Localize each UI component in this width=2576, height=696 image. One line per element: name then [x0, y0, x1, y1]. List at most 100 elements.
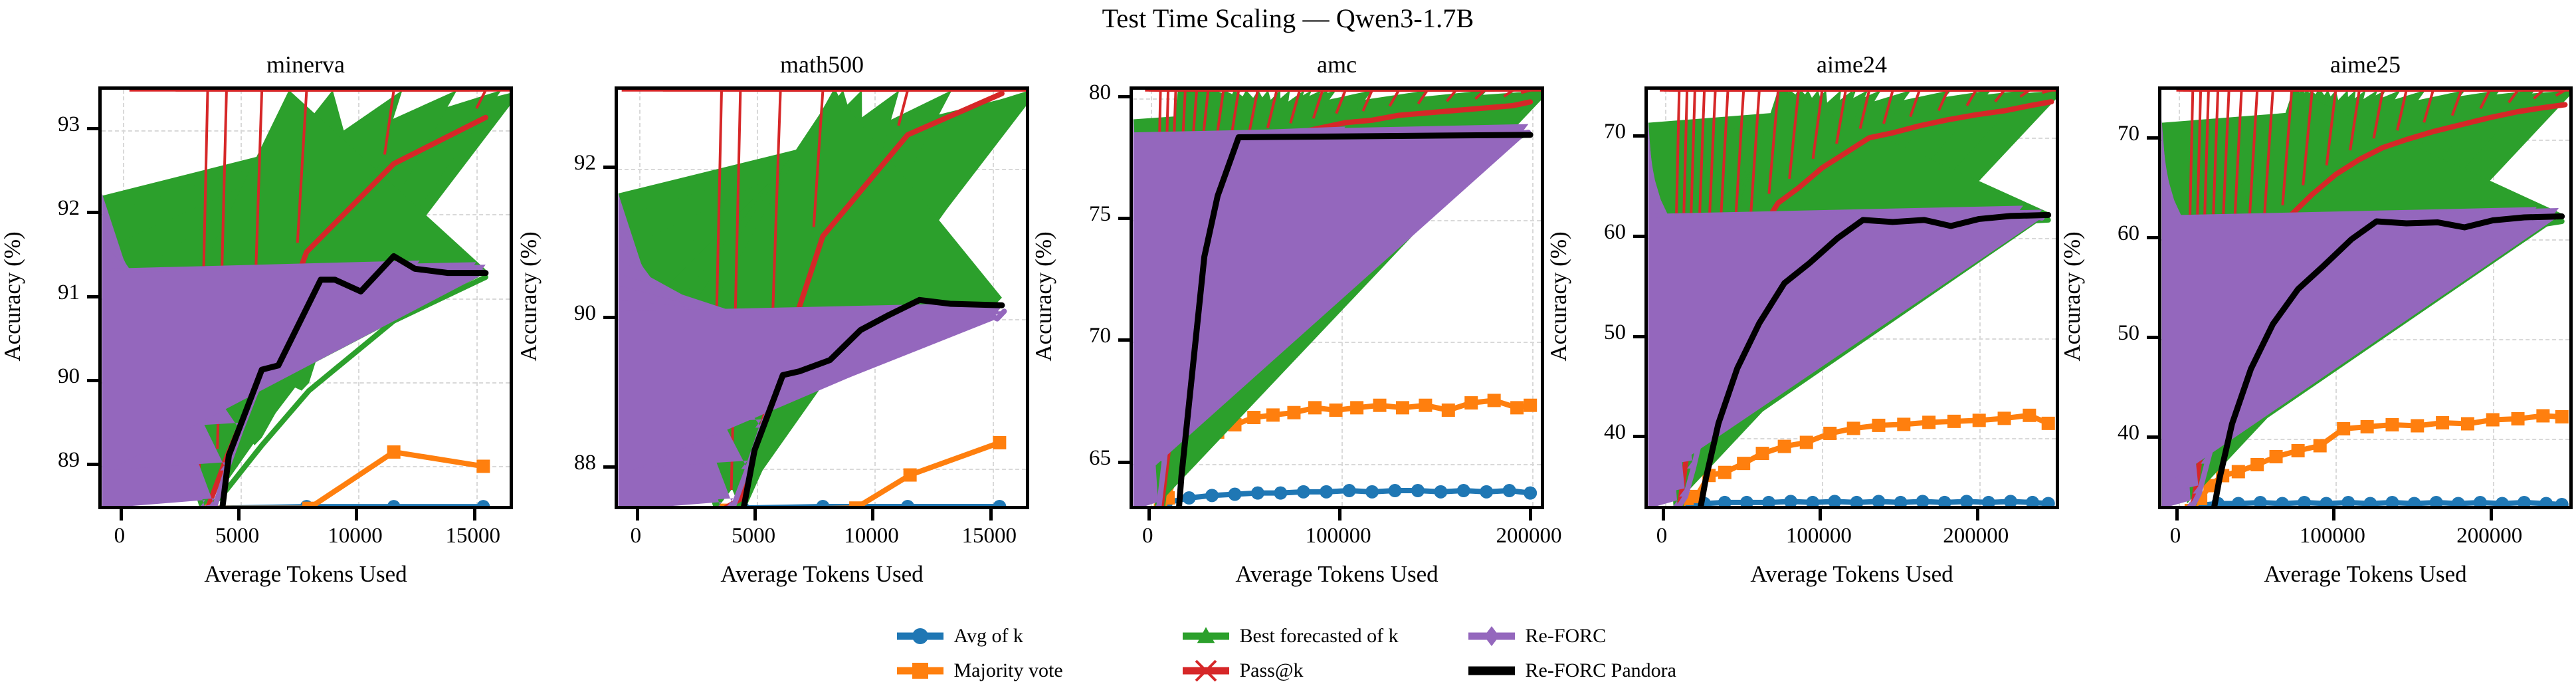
- x-tick-label: 10000: [844, 524, 899, 548]
- y-tick-label: 70: [1089, 324, 1111, 348]
- series-re-forc: [2161, 119, 2561, 506]
- series-majority-vote: [715, 435, 1007, 506]
- legend-item[interactable]: Re-FORC Pandora: [1467, 657, 1681, 685]
- y-axis-label: Accuracy (%): [0, 231, 25, 362]
- x-axis-label: Average Tokens Used: [1235, 561, 1438, 587]
- y-tick-label: 40: [1604, 420, 1626, 445]
- series-re-forc: [1133, 115, 1532, 506]
- y-tick-label: 70: [2118, 122, 2139, 146]
- x-tick-label: 0: [1142, 524, 1153, 548]
- x-tick-mark: [119, 509, 123, 521]
- series-re-forc-pandora: [1698, 211, 2052, 506]
- x-tick-label: 100000: [1785, 524, 1852, 548]
- series-avg-of-k: [2191, 496, 2569, 506]
- legend-item[interactable]: Re-FORC: [1467, 622, 1681, 650]
- x-tick-mark: [1819, 509, 1823, 521]
- y-tick-mark: [603, 465, 615, 469]
- x-tick-label: 200000: [1943, 524, 2009, 548]
- y-tick-label: 50: [2118, 321, 2139, 345]
- x-tick-label: 5000: [215, 524, 260, 548]
- subplot-title: amc: [1317, 51, 1357, 78]
- y-tick-mark: [87, 379, 98, 383]
- y-tick-label: 93: [58, 112, 80, 136]
- y-tick-label: 75: [1089, 202, 1111, 227]
- x-tick-label: 0: [2169, 524, 2181, 548]
- y-axis-label: Accuracy (%): [1031, 231, 1056, 362]
- x-tick-mark: [355, 509, 359, 521]
- y-tick-mark: [87, 211, 98, 215]
- y-tick-label: 92: [58, 196, 80, 221]
- y-axis-label: Accuracy (%): [516, 231, 542, 362]
- x-tick-mark: [1662, 509, 1665, 521]
- y-tick-mark: [2147, 236, 2158, 239]
- gridline-vertical: [1979, 90, 1981, 506]
- gridline-vertical: [2492, 90, 2494, 506]
- y-tick-label: 90: [58, 364, 80, 389]
- y-axis-label: Accuracy (%): [2059, 231, 2085, 362]
- x-tick-label: 0: [1656, 524, 1668, 548]
- y-tick-mark: [603, 315, 615, 319]
- square-marker-icon: [896, 657, 945, 685]
- series-re-forc: [618, 193, 1007, 506]
- legend-label: Best forecasted of k: [1239, 625, 1399, 647]
- figure-suptitle: Test Time Scaling — Qwen3-1.7B: [1102, 3, 1474, 33]
- y-tick-label: 70: [1604, 120, 1626, 144]
- x-tick-mark: [2175, 509, 2179, 521]
- y-tick-mark: [1633, 134, 1644, 138]
- x-tick-label: 15000: [445, 524, 500, 548]
- x-tick-label: 0: [114, 524, 126, 548]
- legend-label: Majority vote: [953, 659, 1063, 681]
- y-tick-mark: [1633, 435, 1644, 439]
- y-tick-mark: [87, 126, 98, 130]
- plot-area: [98, 86, 513, 509]
- y-tick-mark: [1118, 94, 1130, 98]
- gridline-horizontal: [618, 469, 1026, 471]
- y-tick-mark: [1118, 460, 1130, 464]
- subplot-title: math500: [780, 51, 864, 78]
- gridline-horizontal: [102, 466, 510, 468]
- x-tick-mark: [753, 509, 757, 521]
- series-re-forc: [1648, 119, 2045, 506]
- legend-item[interactable]: Best forecasted of k: [1181, 622, 1399, 650]
- series-avg-of-k: [1677, 495, 2055, 506]
- series-re-forc-pandora: [1176, 132, 1534, 506]
- legend-label: Re-FORC: [1525, 625, 1607, 647]
- plot-area: [615, 86, 1029, 509]
- y-tick-label: 80: [1089, 80, 1111, 104]
- y-axis-label: Accuracy (%): [1545, 231, 1571, 362]
- y-tick-label: 50: [1604, 320, 1626, 344]
- x-axis-label: Average Tokens Used: [720, 561, 924, 587]
- legend-item[interactable]: Pass@k: [1181, 657, 1395, 685]
- x-tick-label: 100000: [2299, 524, 2365, 548]
- x-tick-mark: [2489, 509, 2493, 521]
- x-tick-mark: [237, 509, 241, 521]
- x-tick-mark: [1338, 509, 1342, 521]
- y-tick-mark: [603, 165, 615, 169]
- x-tick-label: 10000: [328, 524, 383, 548]
- x-tick-mark: [1975, 509, 1979, 521]
- series-layer: [102, 90, 510, 506]
- legend-item[interactable]: Avg of k: [896, 622, 1110, 650]
- legend-item[interactable]: Majority vote: [896, 657, 1110, 685]
- legend-label: Avg of k: [953, 625, 1023, 647]
- y-tick-mark: [1633, 334, 1644, 338]
- series-re-forc-pandora: [2211, 213, 2565, 506]
- x-tick-mark: [1147, 509, 1151, 521]
- gridline-horizontal: [1648, 438, 2056, 440]
- y-tick-label: 60: [1604, 220, 1626, 245]
- series-avg-of-k: [1159, 484, 1537, 506]
- x-tick-label: 5000: [732, 524, 776, 548]
- plot-area: [1130, 86, 1544, 509]
- plot-area: [2158, 86, 2573, 509]
- x-axis-label: Average Tokens Used: [1750, 561, 1953, 587]
- y-tick-mark: [87, 294, 98, 298]
- plot-area: [1644, 86, 2059, 509]
- y-tick-mark: [1118, 217, 1130, 221]
- diamond-marker-icon: [1467, 622, 1516, 650]
- x-tick-label: 15000: [961, 524, 1017, 548]
- x-tick-mark: [2332, 509, 2336, 521]
- series-re-forc-pandora: [219, 253, 489, 506]
- y-tick-label: 92: [574, 150, 596, 175]
- circle-marker-icon: [896, 622, 945, 650]
